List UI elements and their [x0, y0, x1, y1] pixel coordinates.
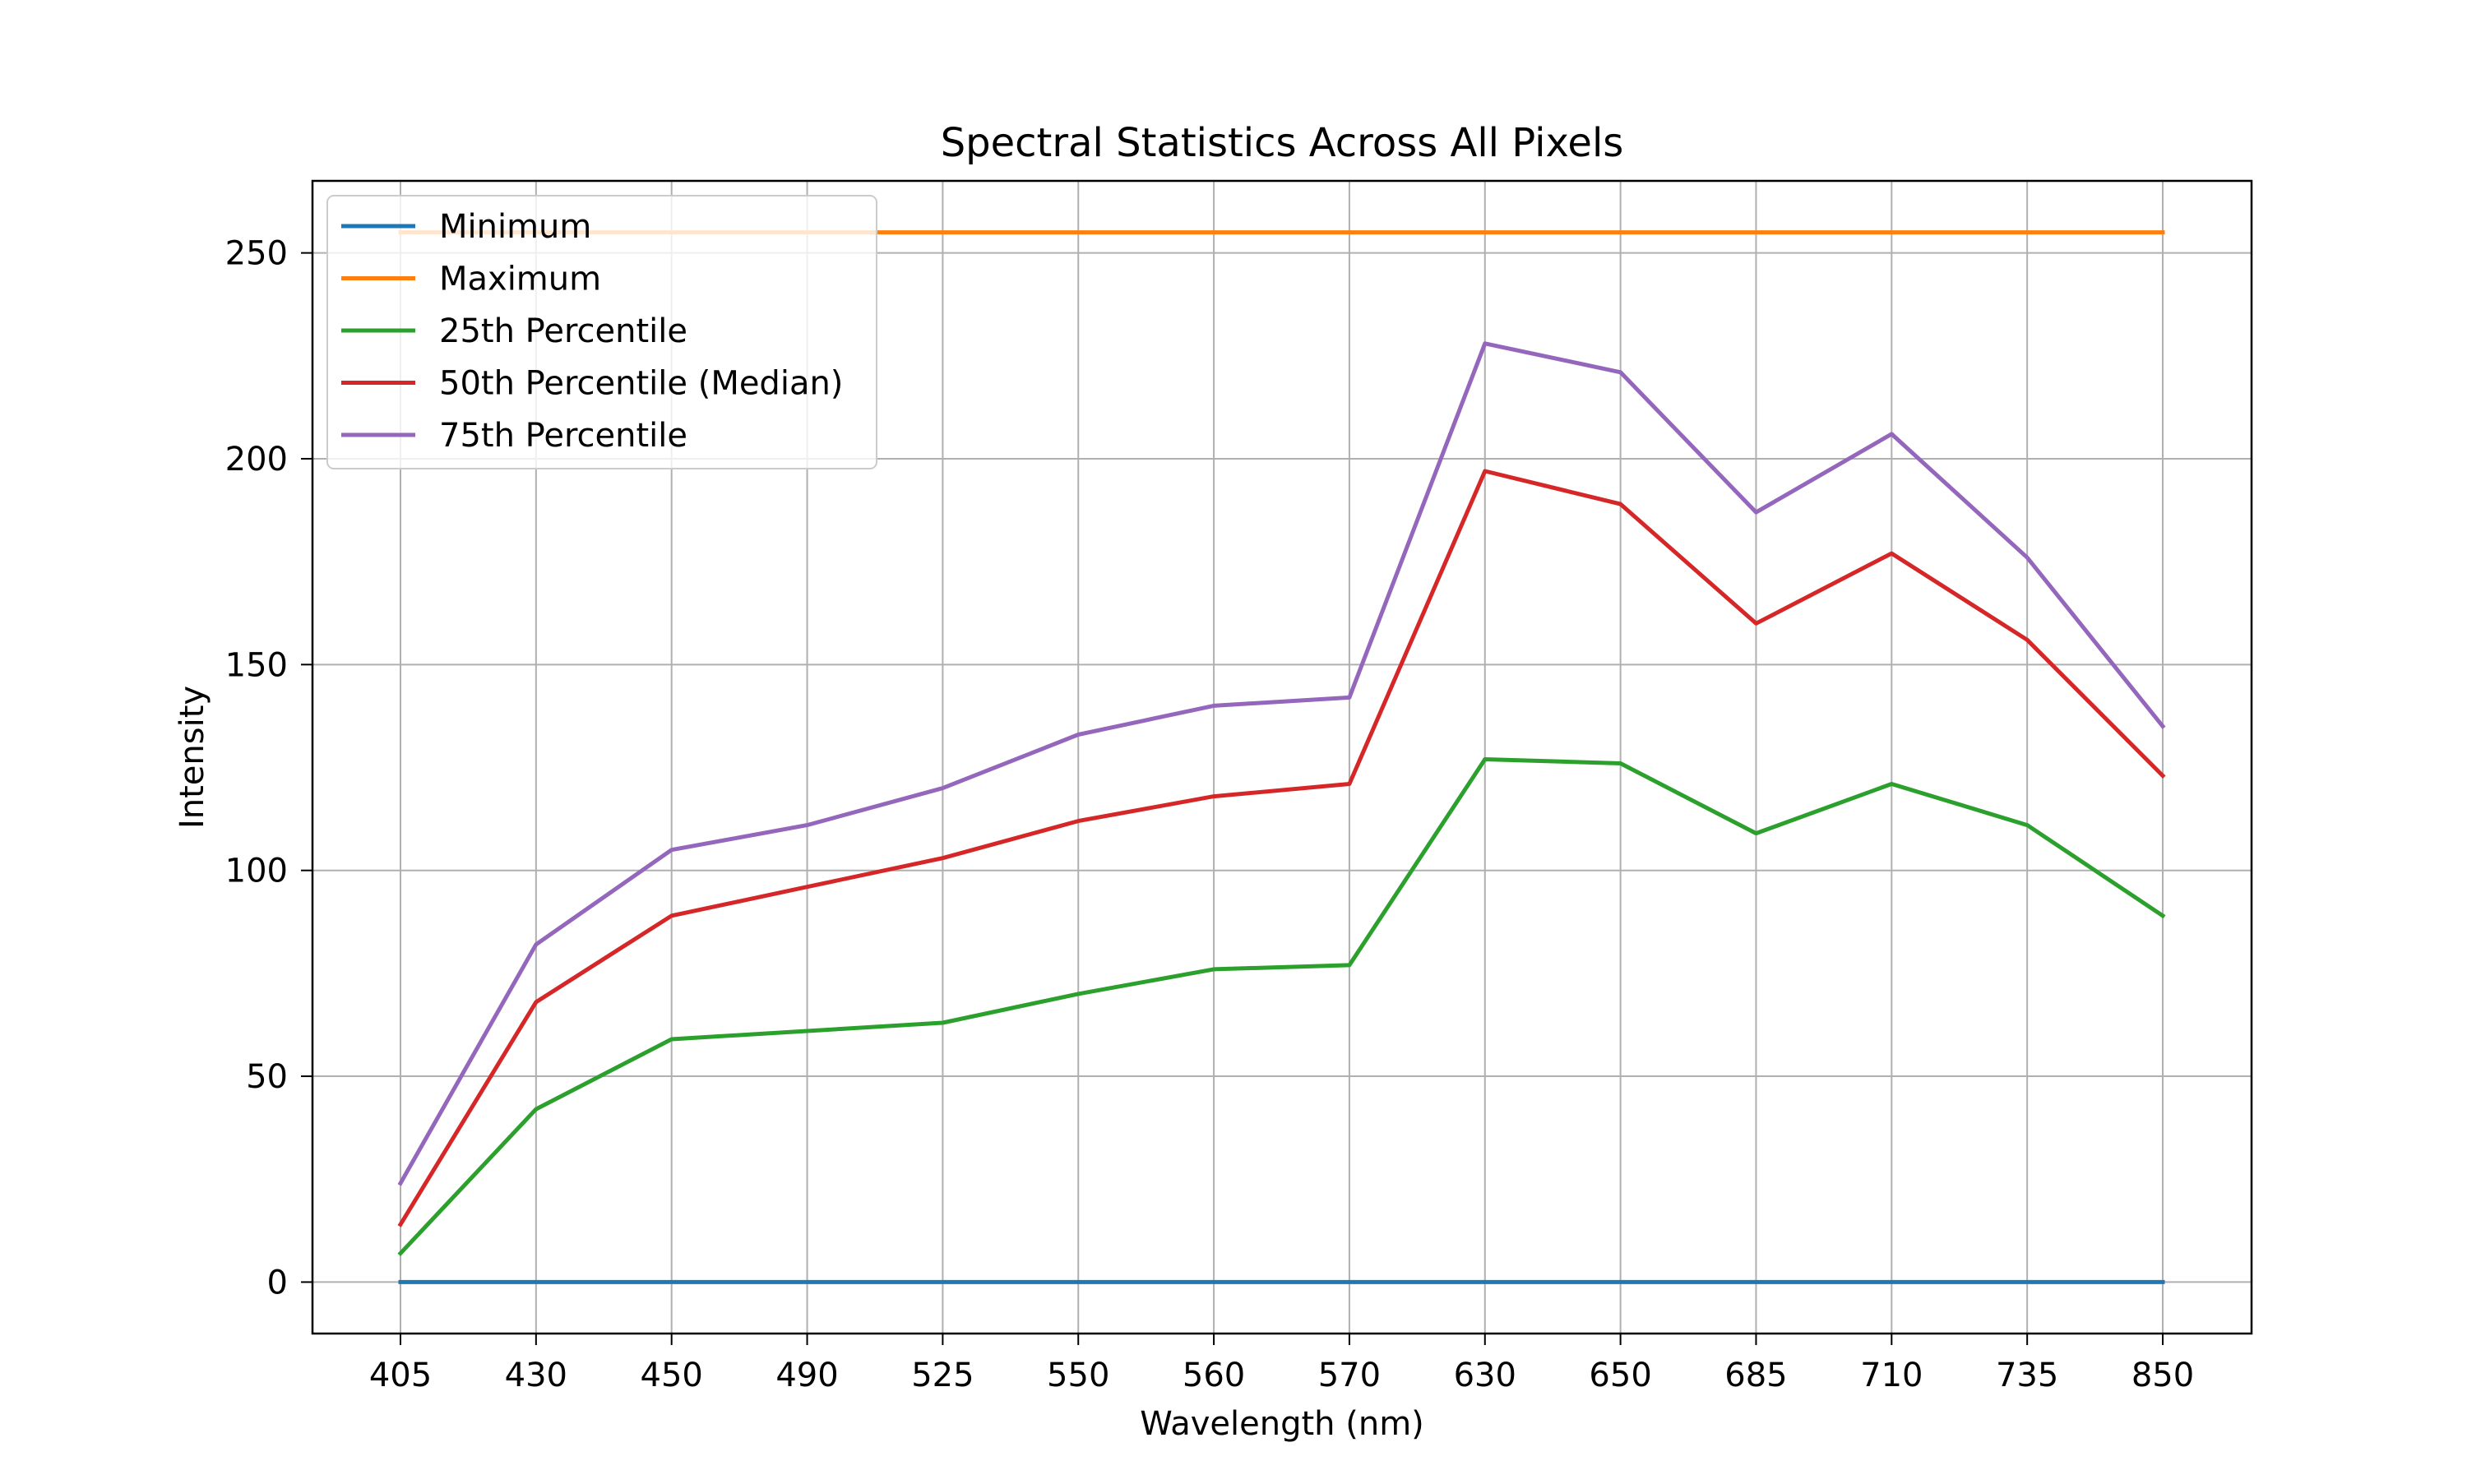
x-tick-label: 710	[1860, 1357, 1923, 1394]
x-tick-label: 630	[1454, 1357, 1516, 1394]
series-line	[397, 469, 2166, 1227]
x-tick-label: 735	[1996, 1357, 2058, 1394]
x-tick-label: 450	[641, 1357, 703, 1394]
axis-ticks: 405 430 450 490 525 550 560 570 630 650 685 710 735 8…	[225, 235, 2195, 1394]
x-axis-label: Wavelength (nm)	[1140, 1405, 1424, 1443]
legend-label: 75th Percentile	[439, 417, 687, 455]
x-tick-label: 405	[369, 1357, 432, 1394]
y-tick-label: 150	[225, 646, 288, 684]
x-tick-label: 550	[1047, 1357, 1109, 1394]
x-tick-label: 685	[1724, 1357, 1787, 1394]
x-tick-label: 650	[1589, 1357, 1651, 1394]
y-tick-label: 0	[267, 1264, 288, 1301]
legend-label: Minimum	[439, 208, 591, 246]
y-tick-label: 50	[246, 1058, 288, 1096]
x-tick-label: 490	[775, 1357, 838, 1394]
legend-label: Maximum	[439, 261, 601, 298]
x-tick-label: 560	[1183, 1357, 1245, 1394]
series-line	[397, 341, 2166, 1186]
plot-frame	[311, 179, 2253, 1335]
series-line	[397, 757, 2166, 1256]
x-tick-label: 850	[2131, 1357, 2194, 1394]
legend-label: 50th Percentile (Median)	[439, 365, 843, 403]
legend: Minimum Maximum 25th Percentile 50th Percen…	[326, 195, 877, 469]
x-tick-label: 570	[1318, 1357, 1381, 1394]
legend-box	[326, 195, 877, 469]
x-tick-label: 430	[505, 1357, 567, 1394]
legend-label: 25th Percentile	[439, 312, 687, 350]
y-tick-label: 100	[225, 853, 288, 890]
y-axis-label: Intensity	[174, 686, 211, 829]
chart-title: Spectral Statistics Across All Pixels	[941, 120, 1624, 166]
x-tick-label: 525	[911, 1357, 974, 1394]
y-tick-label: 250	[225, 235, 288, 273]
y-tick-label: 200	[225, 441, 288, 478]
